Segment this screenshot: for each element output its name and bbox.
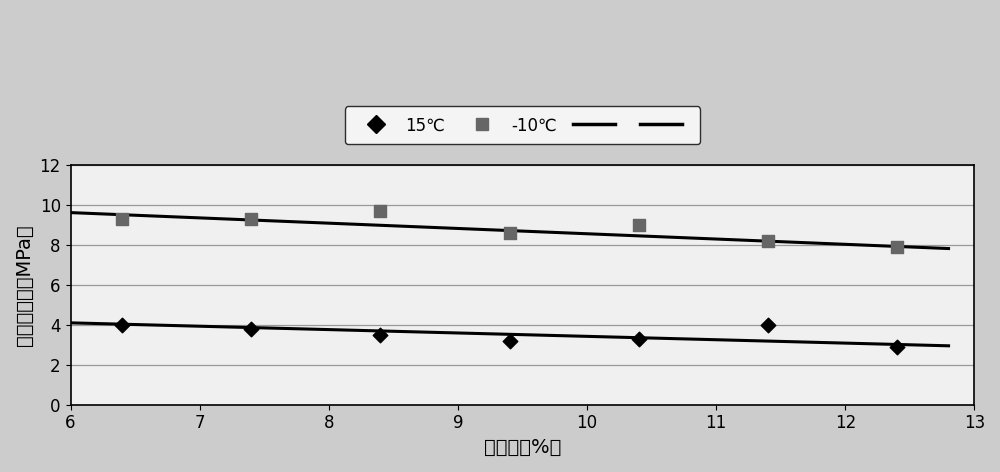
Point <box>760 237 776 245</box>
Point <box>372 207 388 215</box>
Point <box>114 215 130 223</box>
Point <box>889 343 905 351</box>
Point <box>243 325 259 333</box>
Point <box>114 321 130 329</box>
Point <box>243 215 259 223</box>
Legend: 15℃, -10℃, , : 15℃, -10℃, , <box>345 106 700 144</box>
Point <box>502 229 518 237</box>
Point <box>889 243 905 251</box>
Point <box>631 335 647 343</box>
Point <box>372 331 388 338</box>
Point <box>760 321 776 329</box>
Point <box>631 221 647 229</box>
X-axis label: 油石比（%）: 油石比（%） <box>484 438 561 457</box>
Y-axis label: 抗弯拉强度（MPa）: 抗弯拉强度（MPa） <box>15 224 34 346</box>
Point <box>502 337 518 345</box>
